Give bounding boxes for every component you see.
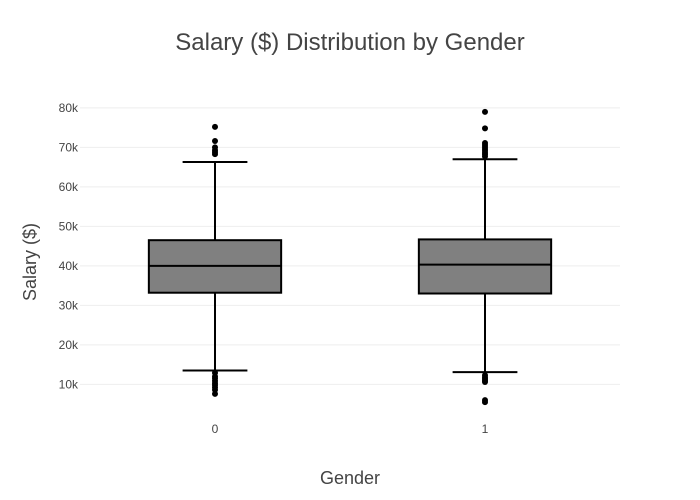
outlier-point bbox=[212, 144, 218, 151]
y-tick-label: 40k bbox=[59, 259, 79, 273]
y-axis-ticks: 10k 20k 30k 40k 50k 60k 70k 80k bbox=[59, 101, 79, 391]
box-group bbox=[417, 108, 553, 406]
outlier-point bbox=[212, 369, 218, 376]
y-tick-label: 70k bbox=[59, 140, 79, 154]
y-tick-label: 60k bbox=[59, 180, 79, 194]
y-tick-label: 30k bbox=[59, 298, 79, 312]
outlier-point bbox=[212, 138, 218, 145]
box-series bbox=[147, 108, 553, 406]
y-axis-title: Salary ($) bbox=[20, 223, 40, 301]
y-tick-label: 50k bbox=[59, 219, 79, 233]
box-iqr bbox=[417, 238, 553, 295]
x-tick-label: 0 bbox=[212, 422, 219, 436]
outlier-point bbox=[212, 123, 218, 130]
x-axis-title: Gender bbox=[320, 468, 380, 488]
outlier-point bbox=[482, 372, 488, 379]
outlier-point bbox=[482, 108, 488, 115]
outlier-point bbox=[482, 140, 488, 147]
box-group bbox=[147, 123, 283, 397]
y-tick-label: 10k bbox=[59, 377, 79, 391]
chart-title: Salary ($) Distribution by Gender bbox=[175, 29, 524, 56]
outlier-point bbox=[482, 125, 488, 132]
x-tick-label: 1 bbox=[482, 422, 489, 436]
y-tick-label: 80k bbox=[59, 101, 79, 115]
y-tick-label: 20k bbox=[59, 338, 79, 352]
outlier-point bbox=[482, 397, 488, 404]
